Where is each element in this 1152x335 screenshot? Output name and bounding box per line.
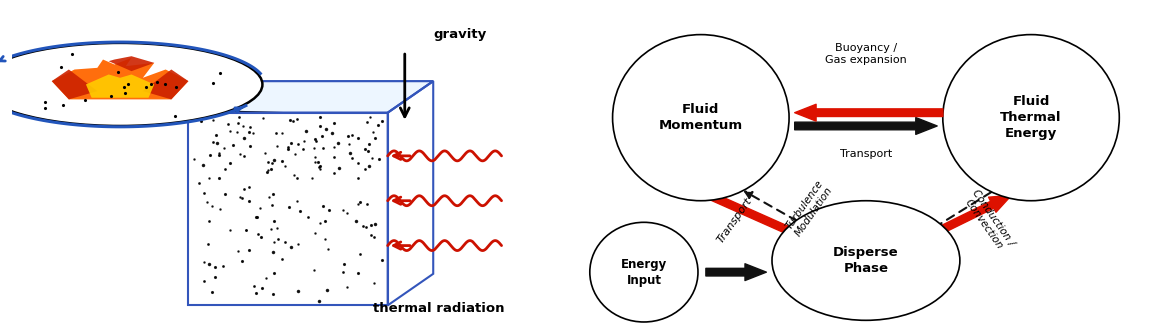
Text: gravity: gravity	[433, 28, 486, 41]
Text: Disperse
Phase: Disperse Phase	[833, 246, 899, 275]
Text: Transport: Transport	[840, 149, 892, 159]
Ellipse shape	[590, 222, 698, 322]
Text: thermal radiation: thermal radiation	[373, 302, 505, 315]
FancyArrowPatch shape	[795, 104, 942, 121]
Ellipse shape	[942, 35, 1120, 201]
Text: Energy
Input: Energy Input	[621, 258, 667, 287]
Polygon shape	[52, 69, 97, 99]
Text: Turbulence
Modulation: Turbulence Modulation	[783, 178, 834, 238]
Polygon shape	[143, 69, 189, 99]
Ellipse shape	[772, 201, 960, 320]
FancyArrowPatch shape	[795, 118, 938, 134]
FancyArrowPatch shape	[706, 264, 766, 280]
FancyArrowPatch shape	[707, 192, 824, 246]
Text: Buoyancy /
Gas expansion: Buoyancy / Gas expansion	[825, 43, 907, 65]
Text: Transport: Transport	[715, 196, 755, 245]
Text: Fluid
Thermal
Energy: Fluid Thermal Energy	[1000, 95, 1062, 140]
Circle shape	[0, 43, 263, 126]
Text: Fluid
Momentum: Fluid Momentum	[659, 103, 743, 132]
Text: Conduction /
Convection: Conduction / Convection	[961, 187, 1017, 254]
Polygon shape	[108, 56, 154, 71]
FancyArrowPatch shape	[907, 195, 1011, 250]
Polygon shape	[189, 81, 433, 113]
Polygon shape	[52, 58, 189, 99]
Polygon shape	[86, 74, 154, 98]
Ellipse shape	[613, 35, 789, 201]
